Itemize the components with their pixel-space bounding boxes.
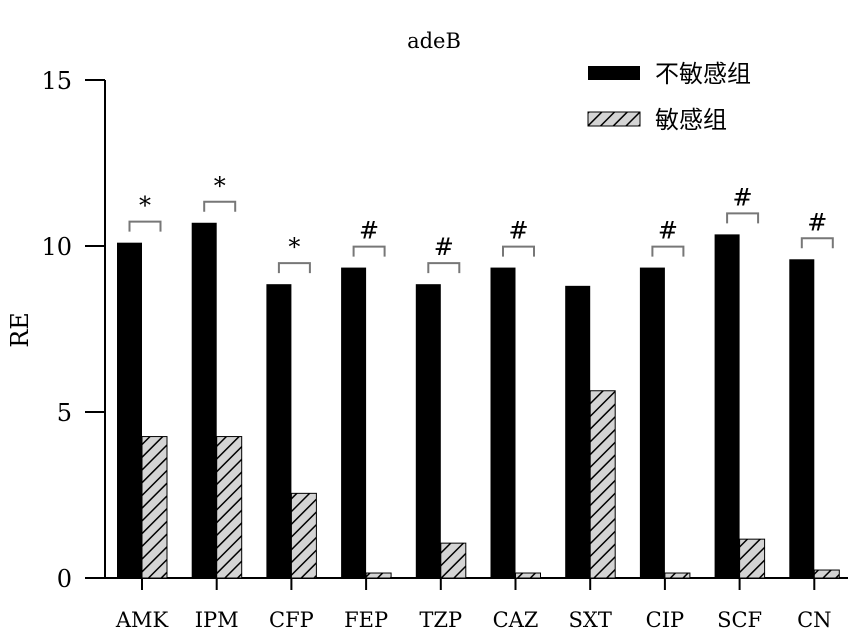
y-tick-label: 0: [57, 565, 72, 593]
bar-CFP-resistant: [266, 284, 292, 578]
x-tick-label: SXT: [569, 608, 612, 632]
bar-CAZ-resistant: [490, 267, 516, 578]
x-tick-label: FEP: [344, 608, 388, 632]
bar-IPM-resistant: [191, 222, 217, 578]
chart-title: adeB: [407, 29, 461, 53]
x-tick-label: TZP: [419, 608, 462, 632]
bar-CN-sensitive: [813, 569, 840, 579]
legend-label-sensitive: 敏感组: [655, 106, 727, 134]
significance-marker: #: [359, 217, 379, 245]
x-tick-label: IPM: [195, 608, 239, 632]
significance-bracket: [277, 262, 311, 274]
legend-swatch-sensitive: [587, 111, 641, 127]
y-axis-label: RE: [6, 312, 34, 348]
significance-bracket: [726, 212, 760, 224]
legend-swatch-resistant: [588, 66, 640, 80]
bar-TZP-sensitive: [440, 542, 467, 579]
bar-TZP-resistant: [415, 284, 441, 578]
x-tick-label: CFP: [269, 608, 314, 632]
legend-label-resistant: 不敏感组: [655, 60, 751, 88]
significance-marker: #: [807, 208, 827, 236]
x-tick-label: SCF: [717, 608, 762, 632]
significance-bracket: [651, 245, 685, 257]
x-tick-label: CN: [797, 608, 831, 632]
x-tick-label: CIP: [646, 608, 685, 632]
bar-CAZ-sensitive: [515, 572, 541, 579]
significance-bracket: [128, 220, 162, 232]
significance-marker: #: [658, 217, 678, 245]
bar-AMK-resistant: [117, 242, 142, 578]
x-tick-label: AMK: [115, 608, 169, 632]
y-tick-label: 15: [41, 67, 72, 95]
significance-marker: #: [733, 183, 753, 211]
significance-marker: *: [139, 192, 151, 220]
bar-FEP-resistant: [341, 267, 367, 578]
significance-marker: #: [508, 217, 528, 245]
significance-bracket: [352, 245, 386, 257]
significance-bracket: [427, 262, 461, 274]
bar-CFP-sensitive: [290, 492, 317, 579]
bar-SXT-resistant: [565, 285, 591, 578]
x-tick-label: CAZ: [493, 608, 539, 632]
significance-bracket: [203, 200, 237, 212]
significance-marker: *: [288, 233, 300, 261]
significance-bracket: [800, 237, 834, 249]
significance-marker: #: [434, 233, 454, 261]
bar-SCF-sensitive: [739, 538, 766, 579]
significance-bracket: [502, 245, 535, 257]
bar-SXT-sensitive: [589, 390, 616, 579]
bar-CIP-resistant: [639, 267, 665, 578]
y-tick-label: 5: [57, 399, 72, 427]
bar-CIP-sensitive: [664, 572, 691, 579]
y-tick-label: 10: [41, 233, 72, 261]
bar-SCF-resistant: [714, 234, 740, 578]
bar-FEP-sensitive: [365, 572, 392, 579]
significance-marker: *: [214, 172, 226, 200]
bar-AMK-sensitive: [141, 436, 168, 579]
bar-IPM-sensitive: [216, 436, 243, 579]
bar-CN-resistant: [789, 259, 815, 578]
